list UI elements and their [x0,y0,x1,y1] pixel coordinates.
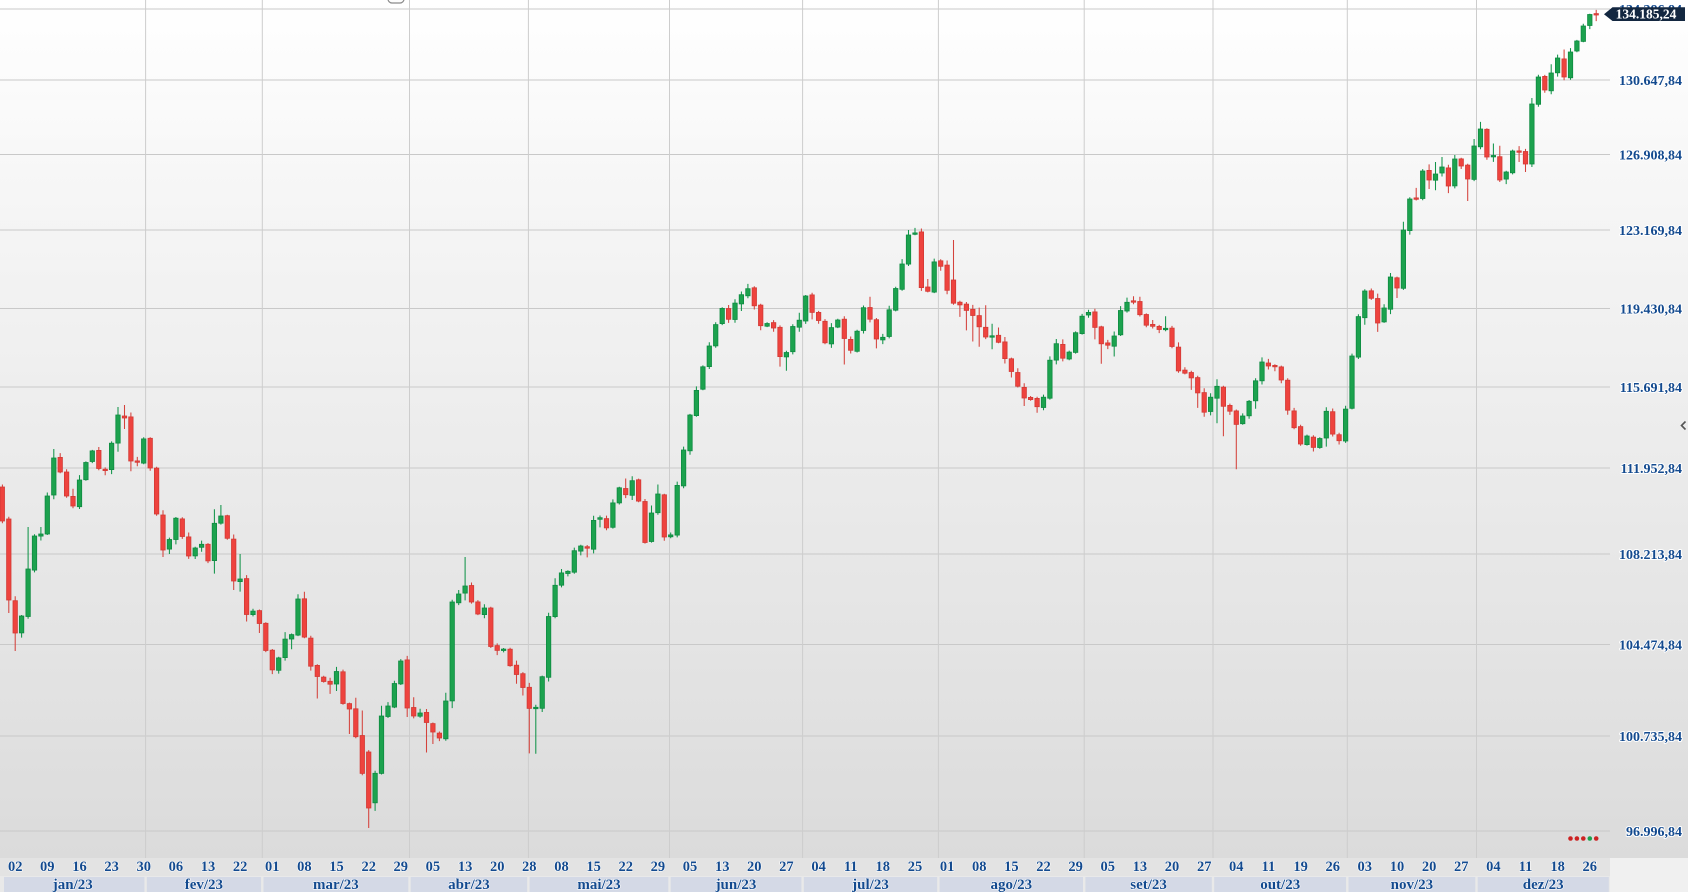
svg-text:ago/23: ago/23 [990,877,1032,892]
svg-text:04: 04 [811,859,826,875]
svg-text:08: 08 [972,859,987,875]
svg-text:22: 22 [361,859,376,875]
svg-text:28: 28 [522,859,537,875]
svg-text:04: 04 [1229,859,1244,875]
svg-text:25: 25 [908,859,923,875]
svg-text:13: 13 [715,859,730,875]
svg-text:05: 05 [426,859,441,875]
svg-text:13: 13 [458,859,473,875]
svg-text:119.430,84: 119.430,84 [1620,302,1682,317]
svg-text:11: 11 [844,859,858,875]
svg-text:29: 29 [651,859,666,875]
svg-text:104.474,84: 104.474,84 [1619,638,1682,653]
svg-text:11: 11 [1262,859,1276,875]
svg-text:15: 15 [329,859,344,875]
svg-text:130.647,84: 130.647,84 [1619,74,1682,89]
svg-text:29: 29 [1068,859,1083,875]
svg-text:02: 02 [8,859,23,875]
svg-text:30: 30 [136,859,151,875]
svg-text:mar/23: mar/23 [313,877,359,892]
svg-text:22: 22 [233,859,248,875]
svg-text:108.213,84: 108.213,84 [1619,548,1682,563]
svg-text:26: 26 [1583,859,1598,875]
svg-text:dez/23: dez/23 [1523,877,1564,892]
svg-text:fev/23: fev/23 [185,877,223,892]
svg-text:115.691,84: 115.691,84 [1620,381,1682,396]
svg-text:18: 18 [1550,859,1565,875]
svg-text:10: 10 [1390,859,1405,875]
svg-text:27: 27 [1454,859,1469,875]
svg-text:96.996,84: 96.996,84 [1626,825,1682,840]
svg-text:22: 22 [1036,859,1051,875]
svg-text:mai/23: mai/23 [577,877,620,892]
svg-text:03: 03 [1358,859,1373,875]
svg-text:20: 20 [1422,859,1437,875]
svg-text:20: 20 [747,859,762,875]
svg-text:134.185,24: 134.185,24 [1616,6,1677,21]
svg-text:29: 29 [394,859,409,875]
svg-text:05: 05 [683,859,698,875]
svg-text:20: 20 [1165,859,1180,875]
svg-text:04: 04 [1486,859,1501,875]
svg-text:08: 08 [297,859,312,875]
svg-text:19: 19 [1293,859,1308,875]
svg-text:15: 15 [1004,859,1019,875]
svg-text:13: 13 [201,859,216,875]
svg-text:27: 27 [779,859,794,875]
svg-text:set/23: set/23 [1130,877,1167,892]
svg-text:27: 27 [1197,859,1212,875]
svg-text:123.169,84: 123.169,84 [1619,224,1682,239]
svg-text:01: 01 [940,859,955,875]
svg-text:15: 15 [586,859,601,875]
svg-text:23: 23 [104,859,119,875]
svg-text:nov/23: nov/23 [1391,877,1434,892]
svg-text:09: 09 [40,859,55,875]
svg-text:05: 05 [1101,859,1116,875]
svg-text:jan/23: jan/23 [52,877,93,892]
svg-text:jun/23: jun/23 [715,877,757,892]
svg-text:100.735,84: 100.735,84 [1619,730,1682,745]
svg-text:06: 06 [169,859,184,875]
svg-text:jul/23: jul/23 [851,877,889,892]
svg-text:26: 26 [1325,859,1340,875]
svg-text:out/23: out/23 [1260,877,1300,892]
svg-text:16: 16 [72,859,87,875]
svg-text:22: 22 [618,859,633,875]
svg-text:18: 18 [876,859,891,875]
svg-text:20: 20 [490,859,505,875]
svg-text:08: 08 [554,859,569,875]
svg-text:11: 11 [1519,859,1533,875]
svg-text:126.908,84: 126.908,84 [1619,148,1682,163]
svg-text:abr/23: abr/23 [448,877,490,892]
svg-text:13: 13 [1133,859,1148,875]
svg-text:01: 01 [265,859,280,875]
svg-text:111.952,84: 111.952,84 [1621,462,1682,477]
